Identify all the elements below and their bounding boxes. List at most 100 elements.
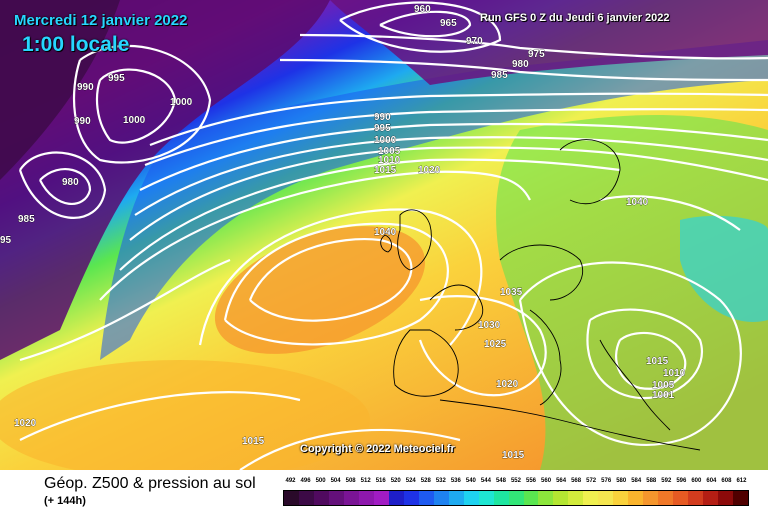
isobar-label: 990	[77, 82, 94, 93]
isobar-label: 1000	[170, 97, 193, 108]
legend-footer: Géop. Z500 & pression au sol (+ 144h) 49…	[0, 470, 768, 512]
isobar-label: 1015	[374, 165, 397, 176]
model-run-label: Run GFS 0 Z du Jeudi 6 janvier 2022	[480, 12, 670, 24]
isobar-label: 980	[62, 177, 79, 188]
isobar-label: 985	[491, 70, 508, 81]
east-green-area	[496, 115, 768, 470]
isobar-label: 1020	[496, 379, 519, 390]
weather-map: 960 965 970 975 980 985 990 995 1000 100…	[0, 0, 768, 470]
geopotential-field: 960 965 970 975 980 985 990 995 1000 100…	[0, 0, 768, 470]
isobar-label: 1000	[123, 115, 146, 126]
isobar-label: 1040	[374, 227, 397, 238]
isobar-label: 990	[74, 116, 91, 127]
southwest-warm-area	[0, 360, 370, 470]
scale-swatch	[478, 491, 494, 505]
scale-tick-label: 528	[420, 478, 431, 484]
scale-swatch	[568, 491, 584, 505]
scale-tick-label: 564	[556, 478, 567, 484]
scale-tick-label: 592	[661, 478, 672, 484]
scale-swatch	[388, 491, 404, 505]
scale-swatch	[343, 491, 359, 505]
scale-tick-label: 552	[510, 478, 521, 484]
scale-tick-label: 580	[616, 478, 627, 484]
isobar-label: 1000	[374, 135, 397, 146]
isobar-label: 965	[440, 18, 457, 29]
scale-tick-label: 568	[571, 478, 582, 484]
scale-swatch	[553, 491, 569, 505]
isobar-label: 1005	[652, 380, 675, 391]
scale-swatch	[403, 491, 419, 505]
scale-tick-label: 520	[390, 478, 401, 484]
isobar-lines	[18, 1, 768, 470]
scale-tick-label: 588	[646, 478, 657, 484]
isobar-label: 995	[108, 73, 125, 84]
forecast-date: Mercredi 12 janvier 2022	[14, 12, 188, 29]
isobar-label: 970	[466, 36, 483, 47]
scale-swatch	[284, 491, 299, 505]
deep-low-area	[0, 0, 120, 180]
coastlines	[380, 139, 701, 451]
isobar-label: 960	[414, 4, 431, 15]
scale-swatch	[328, 491, 344, 505]
scale-tick-label: 536	[450, 478, 461, 484]
scale-tick-label: 576	[601, 478, 612, 484]
scale-swatch	[523, 491, 539, 505]
color-scale-bar	[283, 490, 749, 506]
copyright: Copyright © 2022 Meteociel.fr	[300, 443, 455, 455]
scale-swatch	[538, 491, 554, 505]
isobar-label: 990	[374, 112, 391, 123]
scale-tick-label: 608	[721, 478, 732, 484]
scale-tick-label: 516	[375, 478, 386, 484]
scale-tick-label: 556	[526, 478, 537, 484]
scale-tick-label: 508	[345, 478, 356, 484]
isobar-label: 1001	[652, 390, 675, 401]
isobar-label: 1030	[478, 320, 501, 331]
scale-swatch	[613, 491, 629, 505]
forecast-offset: (+ 144h)	[44, 495, 86, 507]
isobar-label: 1010	[663, 368, 686, 379]
isobar-label: 1015	[502, 450, 525, 461]
isobar-label: 1025	[484, 339, 507, 350]
scale-swatch	[643, 491, 659, 505]
isobar-label: 1015	[242, 436, 265, 447]
isobar-label: 995	[374, 123, 391, 134]
isobar-label: 1005	[378, 146, 401, 157]
scale-swatch	[418, 491, 434, 505]
isobar-label: 1040	[626, 197, 649, 208]
scale-swatch	[373, 491, 389, 505]
scale-tick-label: 600	[691, 478, 702, 484]
scale-tick-label: 524	[405, 478, 416, 484]
isobar-label: 980	[512, 59, 529, 70]
scale-swatch	[298, 491, 314, 505]
isobar-label: 1035	[500, 287, 523, 298]
scale-swatch	[598, 491, 614, 505]
color-scale-labels: 492 496 500 504 508 512 516 520 524 528 532 536 540 5…	[283, 478, 749, 484]
map-title: Géop. Z500 & pression au sol	[44, 475, 256, 492]
isobar-labels: 960 965 970 975 980 985 990 995 1000 100…	[0, 4, 686, 462]
scale-swatch	[433, 491, 449, 505]
scale-tick-label: 584	[631, 478, 642, 484]
low-pressure-area	[0, 0, 330, 360]
scale-tick-label: 500	[315, 478, 326, 484]
scale-swatch	[718, 491, 734, 505]
scale-tick-label: 512	[360, 478, 371, 484]
forecast-time: 1:00 locale	[22, 33, 130, 56]
scale-swatch	[703, 491, 719, 505]
scale-tick-label: 548	[495, 478, 506, 484]
scale-swatch	[583, 491, 599, 505]
scale-tick-label: 560	[541, 478, 552, 484]
cold-band	[100, 40, 768, 360]
scale-tick-label: 496	[300, 478, 311, 484]
scale-tick-label: 532	[435, 478, 446, 484]
isobar-label: 1010	[378, 155, 401, 166]
scale-swatch	[463, 491, 479, 505]
scale-tick-label: 544	[480, 478, 491, 484]
scale-tick-label: 492	[285, 478, 296, 484]
scale-swatch	[658, 491, 674, 505]
isobar-label: 975	[528, 49, 545, 60]
scale-tick-label: 604	[706, 478, 717, 484]
isobar-label: 985	[18, 214, 35, 225]
scale-swatch	[508, 491, 524, 505]
scale-swatch	[673, 491, 689, 505]
scale-swatch	[628, 491, 644, 505]
